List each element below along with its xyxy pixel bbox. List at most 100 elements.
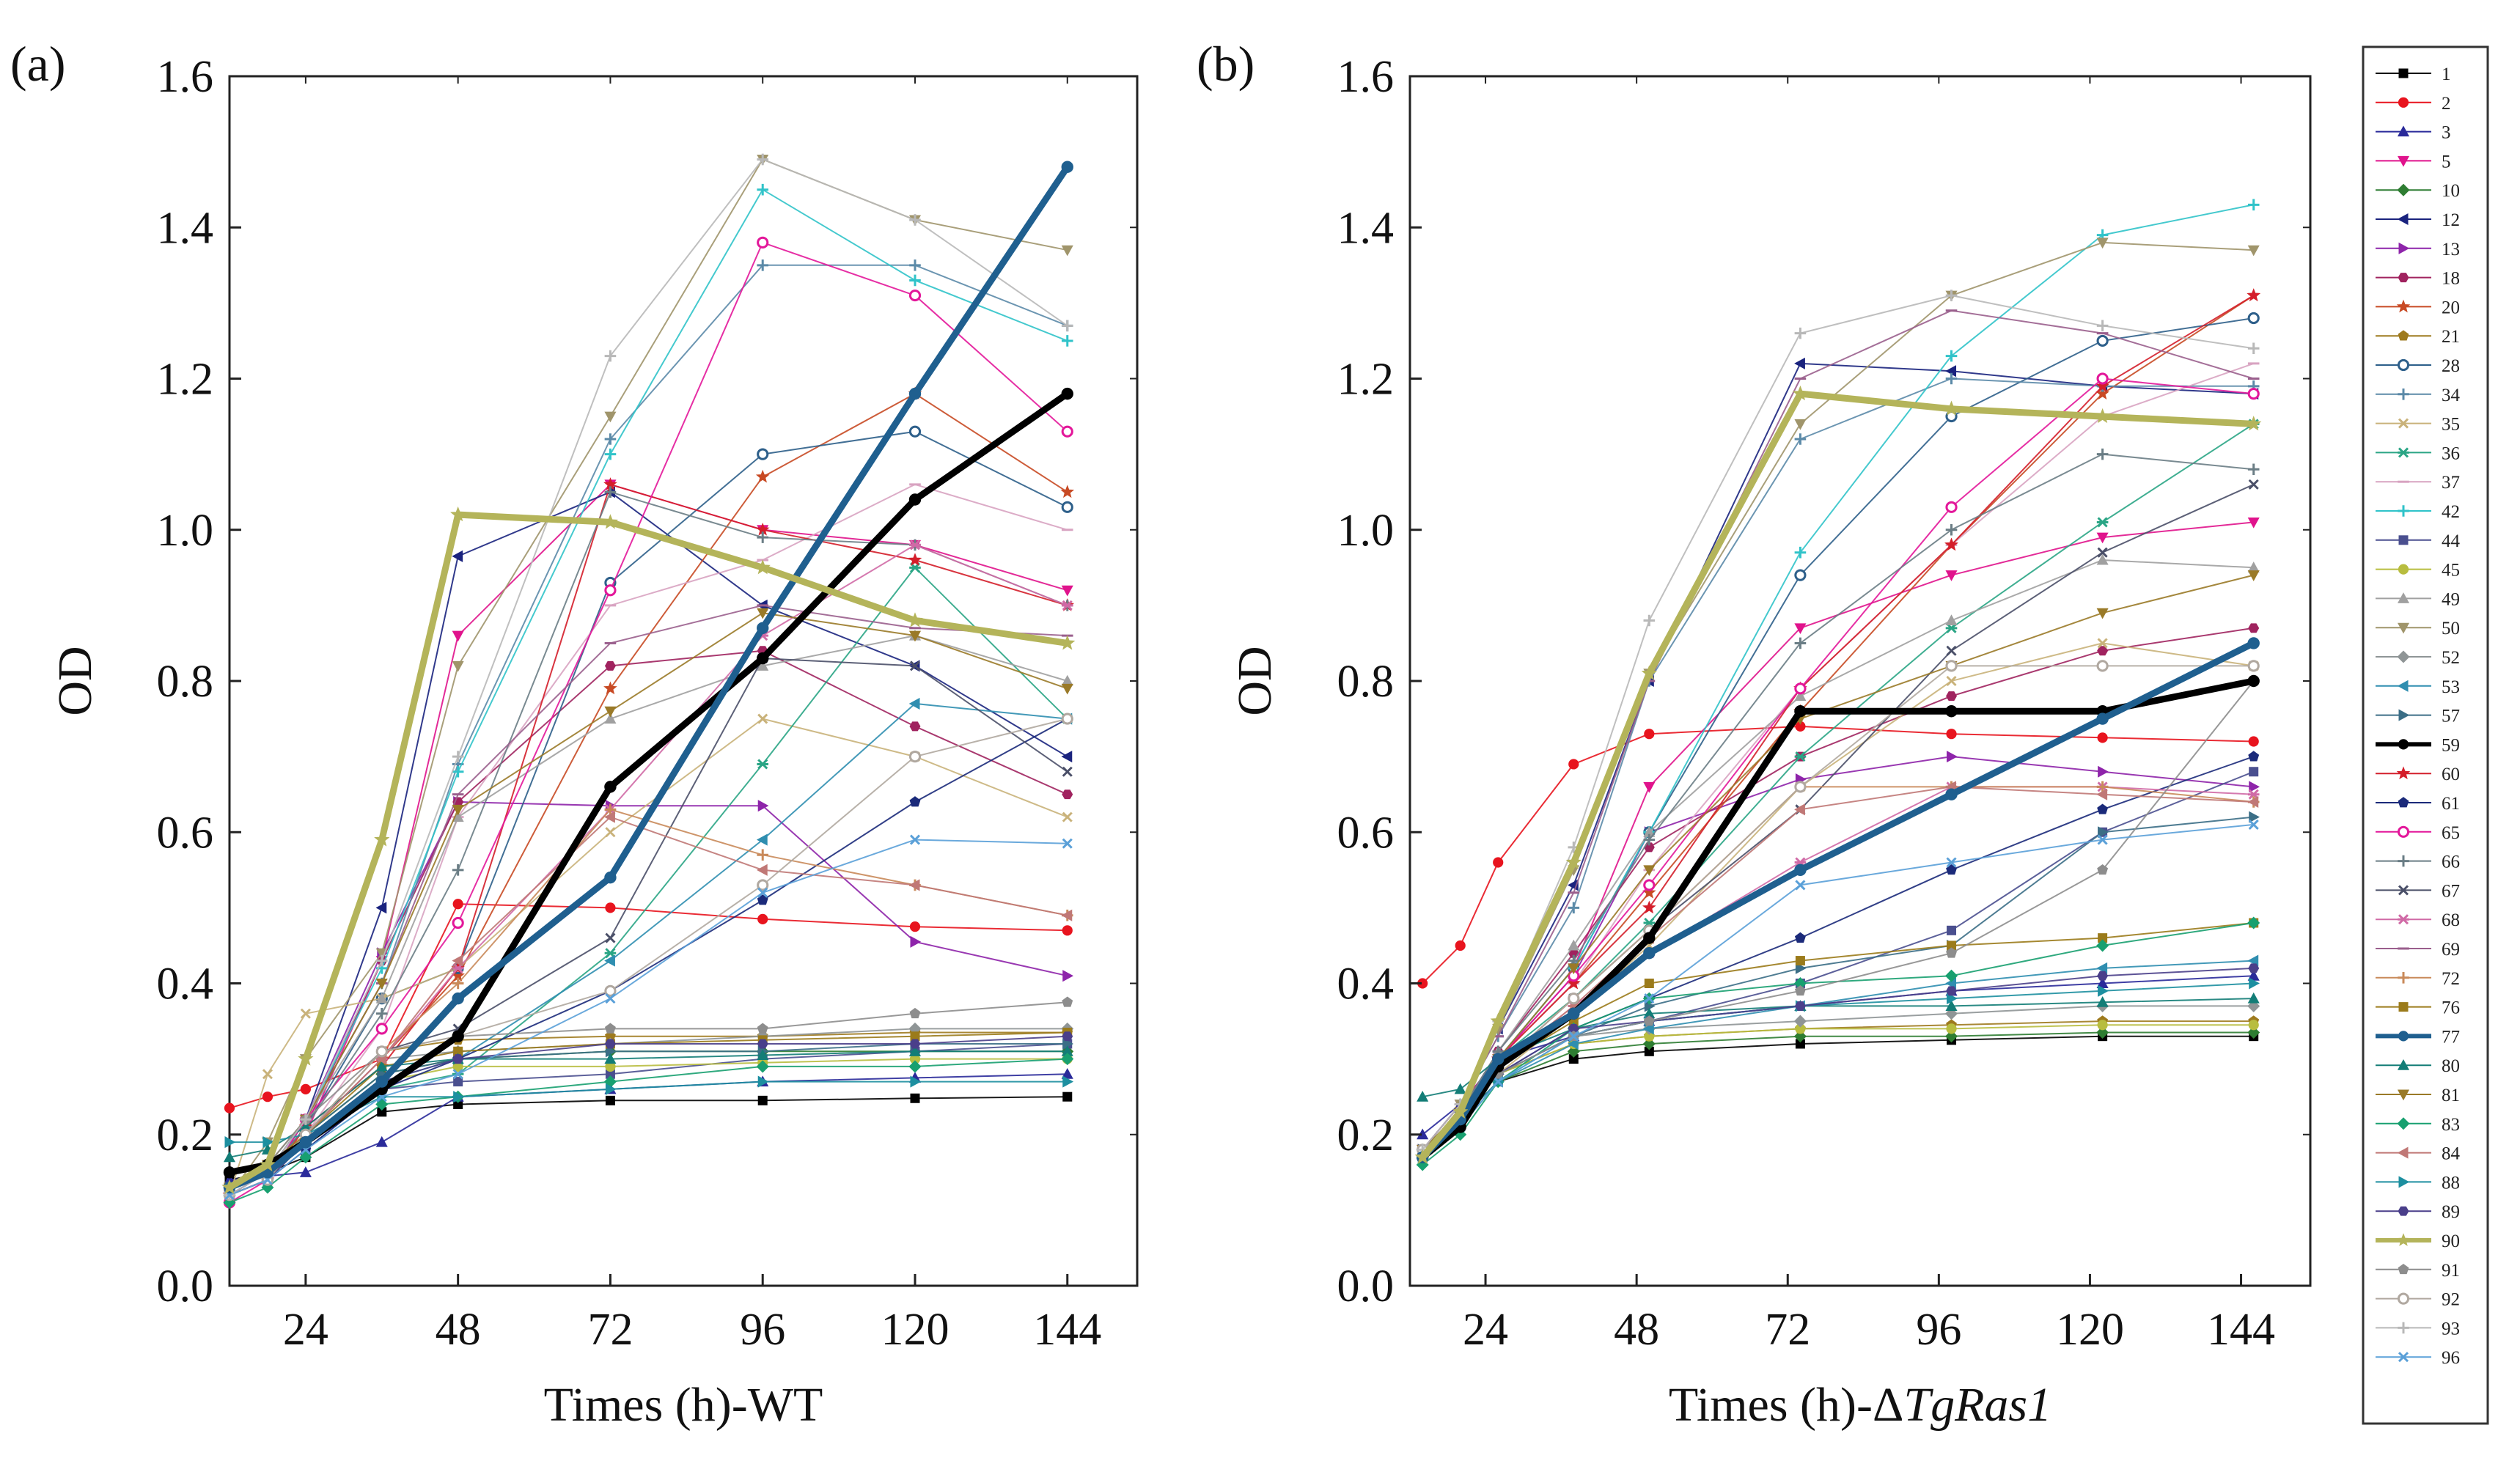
data-point [452,630,464,642]
data-point [1061,387,1073,400]
data-point [604,660,616,671]
data-point [299,1135,312,1149]
legend-item-34: 34 [2376,386,2461,405]
data-point [908,697,920,710]
legend-item-93: 93 [2376,1319,2460,1339]
legend-marker [2397,650,2410,663]
data-point [1062,970,1074,982]
data-point [1643,865,1656,877]
data-point [908,387,922,400]
data-point [2097,803,2109,814]
data-point [2247,992,2260,1004]
data-point [223,1151,236,1163]
data-point [1644,979,1654,988]
data-point [1061,600,1073,611]
legend-marker [2398,739,2409,750]
data-point [1062,1091,1073,1102]
panel-b-x-axis-title-prefix: Times (h)-Δ [1669,1378,1904,1432]
series-90 [1414,385,2262,1164]
data-point [2247,517,2260,529]
panel-a: (a) 0.0 0.2 0.4 0.6 0.8 1.0 1.2 1.4 1.6 24 48 72 96 1… [10,36,1139,1432]
data-point [756,833,768,846]
data-point [375,992,388,1004]
data-point [2096,448,2109,460]
series-35 [1417,638,2259,1155]
data-point [1059,635,1076,650]
legend-label: 65 [2442,823,2460,843]
legend-item-45: 45 [2376,561,2460,581]
data-point [1945,290,1958,301]
series-72 [1417,781,2260,1163]
data-point [908,553,922,566]
legend-item-28: 28 [2376,356,2460,376]
data-point [2247,570,2260,581]
data-point [604,1039,616,1049]
series-89 [224,1031,1073,1200]
data-point [757,608,769,619]
data-point [1945,705,1958,718]
data-point [604,811,615,823]
data-point [757,887,768,898]
data-point [1945,1030,1958,1043]
data-point [1062,811,1073,822]
legend-item-96: 96 [2376,1348,2460,1368]
legend-item-53: 53 [2376,677,2460,697]
data-point [1417,1090,1429,1102]
data-point [1643,781,1656,793]
data-point [260,1156,276,1172]
series-57 [1417,811,2260,1156]
series-13 [1417,751,2260,1156]
legend-marker [2397,213,2409,226]
legend-marker [2397,1089,2410,1101]
data-point [452,1030,464,1042]
data-point [1946,947,1957,958]
data-point [2097,547,2108,558]
data-point [1643,614,1656,627]
data-point [1945,788,1958,800]
data-point [375,902,387,914]
legend-marker [2397,622,2410,634]
series-line-34 [229,264,1068,1196]
data-point [1061,1053,1074,1066]
series-96 [224,834,1073,1201]
legend-label: 83 [2442,1115,2460,1135]
data-point [1062,789,1073,800]
data-point [1644,993,1655,1004]
series-line-68 [1422,786,2254,1158]
legend-item-5: 5 [2376,152,2451,172]
legend-item-90: 90 [2376,1232,2460,1251]
data-point [909,796,921,807]
data-point [1946,675,1957,687]
x-tick-label: 24 [1463,1305,1508,1355]
legend-label: 92 [2442,1290,2460,1310]
data-point [1568,1007,1580,1020]
data-point [452,977,464,990]
legend-label: 50 [2442,619,2460,638]
data-point [452,765,464,778]
legend-item-68: 68 [2376,910,2460,930]
y-tick-label: 1.6 [1337,52,1395,102]
data-point [1061,161,1073,173]
series-line-84 [1422,786,2254,1158]
data-point [1568,993,1580,1005]
data-point [2246,416,2262,431]
legend-label: 66 [2442,853,2460,872]
data-point [262,1069,273,1080]
data-point [604,713,617,724]
data-point [754,559,771,575]
series-line-65 [1422,378,2254,1158]
data-point [908,630,922,642]
data-point [757,913,768,924]
y-tick-label: 0.2 [157,1111,214,1160]
series-68 [1417,781,2260,1163]
legend-label: 88 [2442,1173,2460,1193]
data-point [1795,880,1806,891]
panel-b-y-axis-title: OD [1228,646,1282,715]
data-point [604,350,617,362]
data-point [605,1023,616,1034]
data-point [1643,833,1656,846]
data-point [1945,969,1958,982]
data-point [1945,570,1958,581]
legend-marker [2397,1059,2410,1070]
data-point [375,954,388,967]
